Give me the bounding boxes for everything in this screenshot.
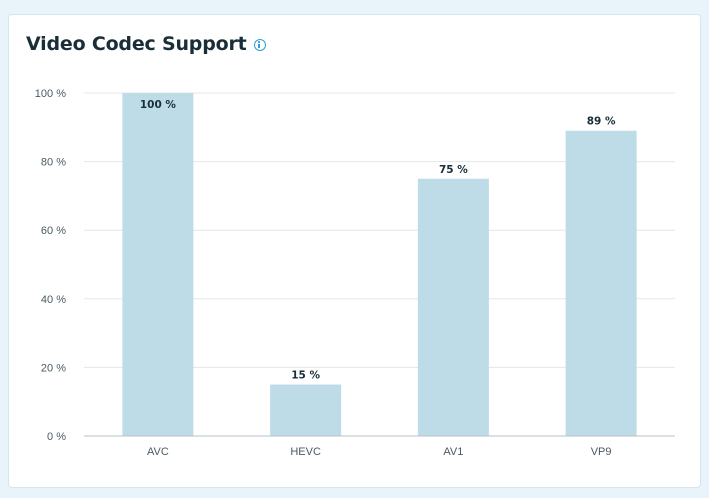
y-axis-ticks: 0 % 20 % 40 % 60 % 80 % 100 % — [35, 88, 66, 443]
data-label-vp9: 89 % — [587, 116, 616, 128]
y-tick-label: 100 % — [35, 88, 66, 100]
x-category-label: AV1 — [443, 446, 463, 458]
bar-avc[interactable] — [122, 93, 194, 436]
x-category-label: VP9 — [591, 446, 612, 458]
info-icon[interactable] — [253, 38, 266, 51]
bar-hevc[interactable] — [270, 384, 342, 436]
data-label-av1: 75 % — [439, 164, 468, 176]
x-category-label: AVC — [147, 446, 169, 458]
bar-vp9[interactable] — [565, 130, 637, 437]
data-label-avc: 100 % — [140, 99, 177, 111]
y-tick-label: 0 % — [47, 431, 66, 443]
bars — [122, 93, 637, 437]
data-labels: 100 % 15 % 75 % 89 % — [140, 99, 616, 382]
x-category-label: HEVC — [290, 446, 321, 458]
chart-title: Video Codec Support — [26, 33, 247, 55]
x-axis-categories: AVC HEVC AV1 VP9 — [147, 446, 612, 458]
y-tick-label: 40 % — [41, 294, 66, 306]
y-tick-label: 80 % — [41, 157, 66, 169]
data-label-hevc: 15 % — [291, 370, 320, 382]
card-header: Video Codec Support — [26, 33, 266, 55]
y-tick-label: 60 % — [41, 225, 66, 237]
bar-av1[interactable] — [417, 178, 489, 436]
y-tick-label: 20 % — [41, 362, 66, 374]
